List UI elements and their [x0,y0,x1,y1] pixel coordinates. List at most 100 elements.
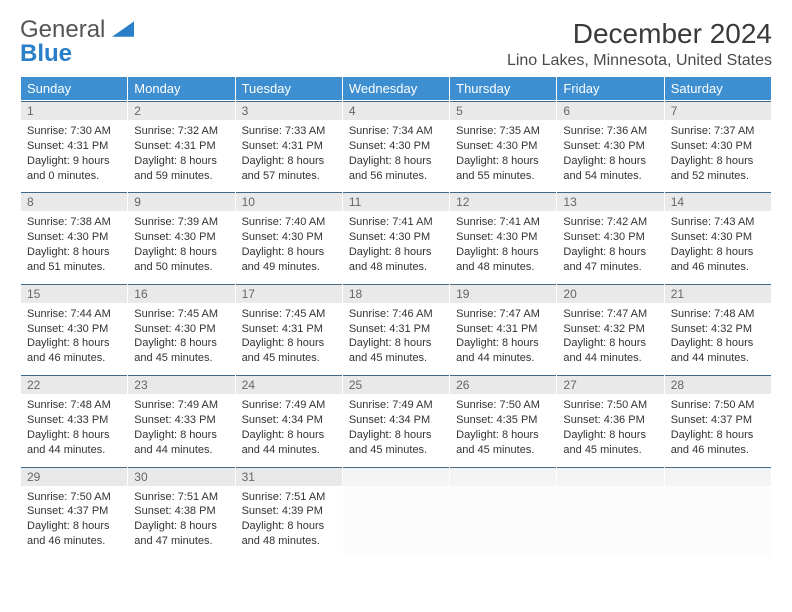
sunrise-line: Sunrise: 7:46 AM [349,308,433,320]
daylight-line: Daylight: 8 hours and 46 minutes. [27,337,110,364]
day-cell: Sunrise: 7:45 AMSunset: 4:31 PMDaylight:… [236,304,342,374]
day-cell: Sunrise: 7:50 AMSunset: 4:37 PMDaylight:… [21,487,127,557]
calendar-table: SundayMondayTuesdayWednesdayThursdayFrid… [20,76,772,558]
sunset-line: Sunset: 4:37 PM [671,414,752,426]
daylight-line: Daylight: 8 hours and 57 minutes. [242,155,325,182]
sunrise-line: Sunrise: 7:37 AM [671,125,755,137]
day-cell: Sunrise: 7:48 AM Sunset: 4:32 PM Daylight:… [665,304,771,374]
week-2-body: Sunrise: 7:44 AM Sunset: 4:30 PM Daylight:… [21,304,771,374]
day-cell: Sunrise: 7:39 AMSunset: 4:30 PMDaylight:… [128,212,234,282]
calendar-page: General Blue December 2024 Lino Lakes, M… [0,0,792,612]
sunset-line: Sunset: 4:38 PM [134,505,215,517]
sunset-line: Sunset: 4:33 PM [134,414,215,426]
day-cell: Sunrise: 7:47 AMSunset: 4:32 PMDaylight:… [557,304,663,374]
day-num: 11 [343,192,449,211]
sunrise-line: Sunrise: 7:38 AM [27,216,111,228]
day-num: 25 [343,375,449,394]
day-cell [557,487,663,557]
week-1-body: Sunrise: 7:38 AM Sunset: 4:30 PM Daylight:… [21,212,771,282]
dow-sunday: Sunday [21,77,127,100]
sunrise-line: Sunrise: 7:49 AM [134,399,218,411]
sunset-line: Sunset: 4:32 PM [671,323,752,335]
sunrise-line: Sunrise: 7:44 AM [27,308,111,320]
day-cell: Sunrise: 7:32 AMSunset: 4:31 PMDaylight:… [128,121,234,191]
day-cell: Sunrise: 7:37 AMSunset: 4:30 PMDaylight:… [665,121,771,191]
day-cell: Sunrise: 7:49 AMSunset: 4:34 PMDaylight:… [343,395,449,465]
sunrise-line: Sunrise: 7:50 AM [456,399,540,411]
daylight-line: Daylight: 8 hours and 45 minutes. [563,429,646,456]
daylight-line: Daylight: 8 hours and 46 minutes. [671,246,754,273]
sunrise-line: Sunrise: 7:51 AM [134,491,218,503]
sunset-line: Sunset: 4:31 PM [349,323,430,335]
sunset-line: Sunset: 4:34 PM [242,414,323,426]
sunrise-line: Sunrise: 7:34 AM [349,125,433,137]
daylight-line: Daylight: 8 hours and 46 minutes. [671,429,754,456]
sunset-line: Sunset: 4:30 PM [242,231,323,243]
day-num: 26 [450,375,556,394]
sunrise-line: Sunrise: 7:48 AM [671,308,755,320]
daylight-line: Daylight: 8 hours and 44 minutes. [134,429,217,456]
day-cell: Sunrise: 7:49 AMSunset: 4:34 PMDaylight:… [236,395,342,465]
day-cell [343,487,449,557]
sunrise-line: Sunrise: 7:49 AM [242,399,326,411]
logo-text: General Blue [20,18,134,66]
sunset-line: Sunset: 4:37 PM [27,505,108,517]
sunset-line: Sunset: 4:31 PM [456,323,537,335]
sunrise-line: Sunrise: 7:41 AM [349,216,433,228]
sunrise-line: Sunrise: 7:45 AM [134,308,218,320]
sunrise-line: Sunrise: 7:50 AM [671,399,755,411]
location-label: Lino Lakes, Minnesota, United States [507,52,772,70]
logo-word-1: General [20,16,105,43]
day-num: 29 [21,467,127,486]
day-num: 27 [557,375,663,394]
daylight-line: Daylight: 8 hours and 47 minutes. [563,246,646,273]
day-num: 31 [236,467,342,486]
day-num: 3 [236,101,342,120]
day-cell [450,487,556,557]
sunset-line: Sunset: 4:30 PM [134,323,215,335]
day-num: 18 [343,284,449,303]
daylight-line: Daylight: 9 hours and 0 minutes. [27,155,110,182]
week-4-nums: 293031 [21,467,771,486]
sunset-line: Sunset: 4:30 PM [349,231,430,243]
sunset-line: Sunset: 4:30 PM [671,231,752,243]
day-num: 4 [343,101,449,120]
sunrise-line: Sunrise: 7:41 AM [456,216,540,228]
sunset-line: Sunset: 4:30 PM [456,231,537,243]
sunrise-line: Sunrise: 7:32 AM [134,125,218,137]
day-num: 8 [21,192,127,211]
dow-thursday: Thursday [450,77,556,100]
day-num: 10 [236,192,342,211]
page-title: December 2024 [507,18,772,50]
day-num: 12 [450,192,556,211]
logo: General Blue [20,18,134,66]
day-cell: Sunrise: 7:46 AM Sunset: 4:31 PM Daylight:… [343,304,449,374]
day-num: 1 [21,101,127,120]
day-cell: Sunrise: 7:40 AMSunset: 4:30 PMDaylight:… [236,212,342,282]
sunrise-line: Sunrise: 7:48 AM [27,399,111,411]
week-3-body: Sunrise: 7:48 AM Sunset: 4:33 PM Daylight:… [21,395,771,465]
day-num: 16 [128,284,234,303]
sunset-line: Sunset: 4:32 PM [563,323,644,335]
day-num: 20 [557,284,663,303]
calendar-head: SundayMondayTuesdayWednesdayThursdayFrid… [21,77,771,100]
daylight-line: Daylight: 8 hours and 52 minutes. [671,155,754,182]
daylight-line: Daylight: 8 hours and 44 minutes. [671,337,754,364]
day-cell: Sunrise: 7:41 AM Sunset: 4:30 PM Daylight:… [450,212,556,282]
daylight-line: Daylight: 8 hours and 44 minutes. [456,337,539,364]
day-num: 13 [557,192,663,211]
sunset-line: Sunset: 4:30 PM [349,140,430,152]
day-cell: Sunrise: 7:30 AMSunset: 4:31 PMDaylight:… [21,121,127,191]
sunrise-line: Sunrise: 7:36 AM [563,125,647,137]
daylight-line: Daylight: 8 hours and 50 minutes. [134,246,217,273]
dow-saturday: Saturday [665,77,771,100]
dow-friday: Friday [557,77,663,100]
daylight-line: Daylight: 8 hours and 48 minutes. [456,246,539,273]
title-block: December 2024 Lino Lakes, Minnesota, Uni… [507,18,772,70]
sunset-line: Sunset: 4:34 PM [349,414,430,426]
triangle-icon [112,19,134,37]
daylight-line: Daylight: 8 hours and 45 minutes. [349,337,432,364]
daylight-line: Daylight: 8 hours and 46 minutes. [27,520,110,547]
day-cell: Sunrise: 7:42 AMSunset: 4:30 PMDaylight:… [557,212,663,282]
daylight-line: Daylight: 8 hours and 45 minutes. [456,429,539,456]
